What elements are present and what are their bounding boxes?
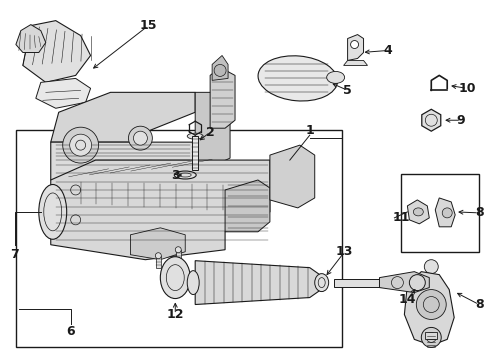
Text: 6: 6: [66, 325, 75, 338]
Polygon shape: [23, 21, 91, 82]
Bar: [334, 279, 414, 287]
Ellipse shape: [424, 260, 438, 274]
Ellipse shape: [39, 184, 67, 239]
Circle shape: [70, 134, 92, 156]
Text: 12: 12: [167, 308, 184, 321]
Polygon shape: [36, 78, 91, 108]
Text: 14: 14: [399, 293, 416, 306]
Text: 7: 7: [10, 248, 19, 261]
Circle shape: [214, 64, 226, 76]
Polygon shape: [435, 198, 455, 227]
Ellipse shape: [409, 275, 425, 291]
Polygon shape: [195, 92, 230, 165]
Polygon shape: [270, 145, 315, 208]
Circle shape: [350, 41, 359, 49]
Circle shape: [128, 126, 152, 150]
Text: 8: 8: [475, 206, 484, 219]
Bar: [401, 174, 479, 252]
Bar: [156, 256, 161, 268]
Ellipse shape: [315, 274, 329, 292]
Text: 2: 2: [206, 126, 215, 139]
Ellipse shape: [187, 271, 199, 294]
Polygon shape: [51, 92, 195, 142]
Circle shape: [63, 127, 98, 163]
Polygon shape: [407, 200, 429, 224]
Polygon shape: [379, 272, 429, 293]
Polygon shape: [51, 160, 270, 260]
Polygon shape: [212, 55, 228, 80]
Ellipse shape: [414, 208, 423, 216]
Ellipse shape: [187, 133, 203, 139]
Text: 10: 10: [458, 82, 476, 95]
Circle shape: [442, 208, 452, 218]
Ellipse shape: [258, 56, 338, 101]
Text: 9: 9: [457, 114, 465, 127]
Circle shape: [175, 247, 181, 253]
Text: 1: 1: [305, 124, 314, 137]
Polygon shape: [404, 272, 454, 345]
Text: 3: 3: [171, 168, 179, 181]
Bar: [16, 130, 342, 347]
Ellipse shape: [327, 71, 344, 84]
Polygon shape: [195, 261, 319, 305]
Polygon shape: [130, 228, 185, 260]
Bar: [176, 250, 181, 262]
Polygon shape: [16, 24, 46, 53]
Circle shape: [421, 328, 441, 347]
Polygon shape: [210, 67, 235, 128]
Text: 13: 13: [336, 245, 353, 258]
Polygon shape: [343, 60, 368, 66]
Text: 15: 15: [140, 19, 157, 32]
Text: 8: 8: [475, 298, 484, 311]
Bar: [425, 332, 437, 339]
Circle shape: [133, 131, 147, 145]
Polygon shape: [51, 142, 195, 185]
Ellipse shape: [160, 257, 190, 298]
Polygon shape: [422, 109, 441, 131]
Ellipse shape: [174, 171, 196, 179]
Text: 5: 5: [343, 84, 352, 97]
Text: 4: 4: [383, 44, 392, 57]
Circle shape: [155, 253, 161, 259]
Circle shape: [416, 289, 446, 319]
Polygon shape: [225, 180, 270, 232]
Text: 11: 11: [392, 211, 410, 224]
Bar: [192, 136, 198, 170]
Polygon shape: [347, 35, 364, 60]
